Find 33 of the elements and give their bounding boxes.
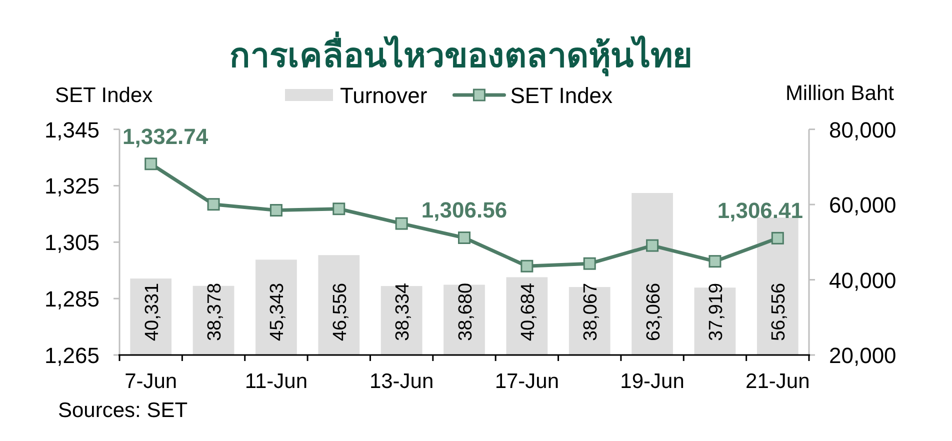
annotation: Sources: SET — [58, 399, 188, 422]
y2tick: 40,000 — [829, 268, 896, 293]
bar-label: 38,680 — [455, 282, 476, 341]
line-label: 1,306.41 — [717, 198, 803, 224]
bar-label: 38,067 — [580, 282, 602, 341]
y2tick: 60,000 — [829, 192, 896, 218]
bar-label: 38,378 — [204, 282, 226, 341]
ytick: 1,345 — [44, 117, 100, 142]
ytick: 1,305 — [44, 230, 100, 256]
line-label: 1,306.56 — [421, 198, 508, 223]
legend-item: Turnover — [340, 83, 428, 108]
ytick: 1,265 — [44, 343, 100, 368]
xtick: 13-Jun — [369, 370, 434, 393]
bar-label: 37,919 — [706, 282, 727, 341]
ylabel: SET Index — [55, 84, 153, 107]
xtick: 21-Jun — [746, 370, 810, 393]
bar-label: 63,066 — [643, 282, 664, 341]
legend-item: SET Index — [510, 83, 613, 108]
bar-label: 56,556 — [768, 282, 790, 341]
ytick: 1,285 — [44, 286, 100, 312]
bar-label: 46,556 — [330, 282, 351, 341]
xtick: 17-Jun — [494, 370, 560, 393]
ytick: 1,325 — [44, 174, 100, 199]
bar-label: 38,334 — [392, 282, 414, 341]
line-label: 1,332.74 — [122, 124, 208, 149]
bar-label: 40,684 — [518, 282, 539, 341]
xtick: 11-Jun — [244, 370, 308, 393]
xtick: 19-Jun — [620, 370, 684, 393]
y2tick: 80,000 — [829, 117, 896, 142]
y2tick: 20,000 — [829, 343, 896, 368]
bar-label: 45,343 — [267, 282, 288, 341]
bar-label: 40,331 — [142, 282, 163, 341]
xtick: 7-Jun — [124, 370, 178, 393]
